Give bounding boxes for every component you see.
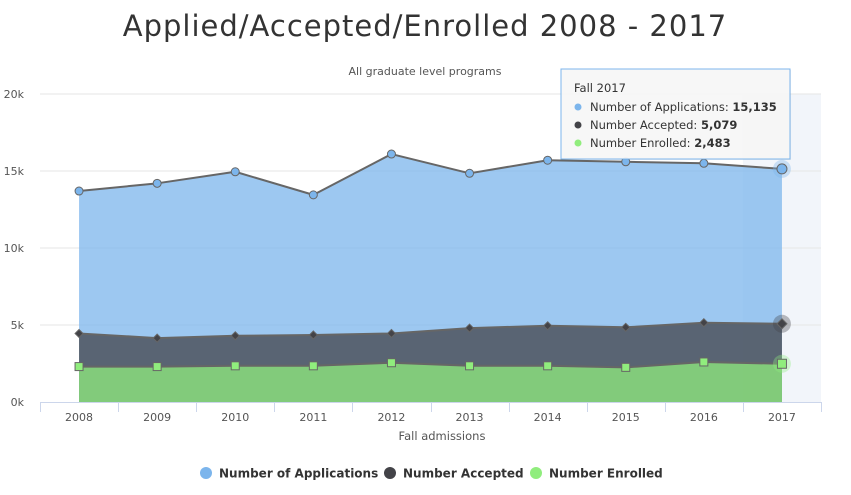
- x-tick-label: 2016: [690, 411, 718, 424]
- series-lines: [78, 153, 783, 369]
- tooltip-bullet: [574, 103, 582, 111]
- chart-subtitle: All graduate level programs: [349, 65, 502, 78]
- data-point[interactable]: [699, 357, 709, 367]
- tooltip-row-label: Number Enrolled:: [590, 136, 694, 150]
- tooltip-row: Number Enrolled: 2,483: [590, 136, 731, 150]
- y-tick-label: 10k: [4, 242, 25, 255]
- data-point[interactable]: [776, 318, 788, 330]
- tooltip-header: Fall 2017: [574, 81, 626, 95]
- x-tick-label: 2015: [612, 411, 640, 424]
- data-point[interactable]: [699, 158, 709, 168]
- y-tick-label: 0k: [11, 396, 25, 409]
- tooltip-row-value: 15,135: [732, 100, 776, 114]
- data-point[interactable]: [152, 178, 162, 188]
- series-line: [79, 360, 782, 369]
- data-point[interactable]: [543, 361, 553, 371]
- legend-item[interactable]: Number of Applications: [200, 467, 378, 481]
- data-point[interactable]: [152, 362, 162, 372]
- series-line: [78, 321, 782, 340]
- tooltip-row: Number of Applications: 15,135: [590, 100, 777, 114]
- x-tick-label: 2009: [143, 411, 171, 424]
- series-area: [79, 361, 782, 402]
- tooltip-row: Number Accepted: 5,079: [590, 118, 737, 132]
- data-point[interactable]: [776, 163, 788, 175]
- data-point[interactable]: [776, 358, 787, 369]
- data-point[interactable]: [230, 331, 240, 341]
- tooltip-bullet: [574, 139, 582, 147]
- data-point[interactable]: [386, 358, 396, 368]
- legend-swatch: [384, 467, 396, 479]
- y-axis: 0k 5k 10k 15k 20k: [4, 88, 25, 409]
- series-line: [78, 153, 783, 196]
- tooltip-box: [560, 68, 791, 160]
- legend[interactable]: Number of Applications Number Accepted Num…: [200, 467, 663, 481]
- tooltip-row-value: 5,079: [701, 118, 737, 132]
- legend-label: Number of Applications: [219, 467, 378, 481]
- data-point[interactable]: [543, 155, 553, 165]
- tooltip-bullet: [574, 121, 582, 129]
- legend-swatch: [530, 467, 542, 479]
- data-point[interactable]: [308, 361, 318, 371]
- data-point[interactable]: [386, 149, 396, 159]
- legend-item[interactable]: Number Accepted: [384, 467, 524, 481]
- x-tick-label: 2008: [65, 411, 93, 424]
- data-point[interactable]: [386, 328, 397, 339]
- y-tick-label: 15k: [4, 165, 25, 178]
- legend-label: Number Enrolled: [549, 467, 663, 481]
- data-point[interactable]: [152, 333, 162, 343]
- x-tick-label: 2012: [377, 411, 405, 424]
- data-point[interactable]: [230, 361, 240, 371]
- tooltip-row-label: Number of Applications:: [590, 100, 732, 114]
- y-tick-label: 20k: [4, 88, 25, 101]
- data-point[interactable]: [74, 362, 84, 372]
- data-point[interactable]: [74, 186, 84, 196]
- data-point[interactable]: [230, 167, 240, 177]
- data-point[interactable]: [464, 323, 475, 333]
- data-point[interactable]: [465, 361, 475, 371]
- x-tick-label: 2017: [768, 411, 796, 424]
- data-point[interactable]: [308, 190, 318, 200]
- series-markers[interactable]: [74, 149, 791, 373]
- data-point[interactable]: [308, 330, 319, 340]
- legend-swatch: [200, 467, 212, 479]
- series-areas: [79, 154, 782, 402]
- tooltip-row-value: 2,483: [694, 136, 730, 150]
- legend-label: Number Accepted: [403, 467, 524, 481]
- y-tick-label: 5k: [11, 319, 25, 332]
- x-axis: 2008 2009 2010 2011 2012 2013 2014 2015 2016 2017: [40, 402, 822, 424]
- x-axis-title: Fall admissions: [399, 429, 486, 443]
- x-tick-label: 2010: [221, 411, 249, 424]
- data-point[interactable]: [74, 328, 84, 339]
- data-point[interactable]: [542, 321, 553, 331]
- data-point[interactable]: [621, 322, 631, 333]
- legend-item[interactable]: Number Enrolled: [530, 467, 663, 481]
- data-point[interactable]: [621, 362, 631, 372]
- x-tick-label: 2013: [456, 411, 484, 424]
- x-tick-label: 2014: [534, 411, 562, 424]
- tooltip-row-label: Number Accepted:: [590, 118, 701, 132]
- x-tick-label: 2011: [299, 411, 327, 424]
- data-point[interactable]: [699, 317, 709, 328]
- data-point[interactable]: [465, 168, 475, 178]
- chart-title: Applied/Accepted/Enrolled 2008 - 2017: [123, 9, 727, 43]
